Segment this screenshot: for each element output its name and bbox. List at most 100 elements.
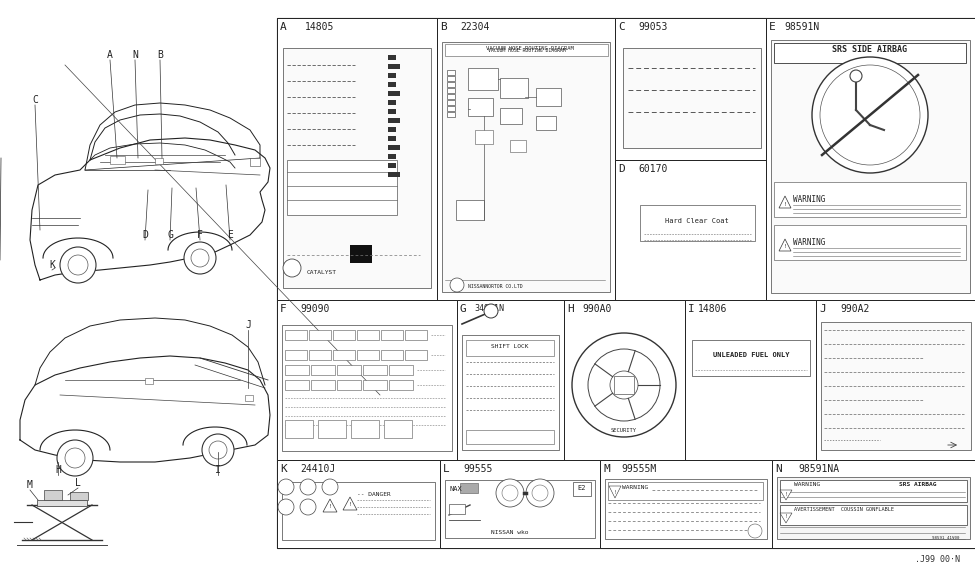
Circle shape bbox=[60, 247, 96, 283]
Bar bbox=[277, 460, 440, 548]
Bar bbox=[333, 330, 355, 340]
Bar bbox=[405, 350, 427, 360]
Bar bbox=[285, 380, 309, 390]
Bar bbox=[442, 42, 610, 292]
Bar bbox=[605, 479, 767, 539]
Bar bbox=[277, 18, 437, 300]
Circle shape bbox=[572, 333, 676, 437]
Bar bbox=[381, 330, 403, 340]
Text: G: G bbox=[460, 304, 467, 314]
Text: CATALYST: CATALYST bbox=[307, 269, 337, 275]
Circle shape bbox=[278, 479, 294, 495]
Text: C: C bbox=[32, 95, 38, 105]
Bar bbox=[245, 395, 253, 401]
Bar bbox=[468, 68, 498, 90]
Bar bbox=[389, 365, 413, 375]
Bar bbox=[462, 335, 559, 450]
Bar bbox=[388, 172, 400, 177]
Bar bbox=[447, 76, 455, 81]
Text: WARNING: WARNING bbox=[794, 482, 820, 487]
Text: 98591 41V00: 98591 41V00 bbox=[932, 536, 960, 540]
Bar bbox=[357, 350, 379, 360]
Circle shape bbox=[283, 259, 301, 277]
Text: 98591N: 98591N bbox=[784, 22, 819, 32]
Bar bbox=[363, 380, 387, 390]
Bar bbox=[466, 430, 554, 444]
Text: D: D bbox=[142, 230, 148, 240]
Bar bbox=[388, 118, 400, 123]
Circle shape bbox=[502, 485, 518, 501]
Bar bbox=[384, 420, 412, 438]
Bar bbox=[640, 205, 755, 241]
Bar bbox=[466, 340, 554, 356]
Bar bbox=[564, 300, 685, 460]
Text: L: L bbox=[443, 464, 449, 474]
Text: WARNING: WARNING bbox=[622, 485, 648, 490]
Text: K: K bbox=[49, 260, 55, 270]
Text: !: ! bbox=[613, 490, 616, 495]
Bar bbox=[285, 350, 307, 360]
Bar bbox=[337, 380, 361, 390]
Bar bbox=[456, 200, 484, 220]
Text: N: N bbox=[132, 50, 137, 60]
Bar bbox=[780, 480, 967, 502]
Bar bbox=[309, 330, 331, 340]
Bar bbox=[333, 350, 355, 360]
Text: !: ! bbox=[783, 201, 787, 207]
Bar bbox=[283, 48, 431, 288]
Text: A: A bbox=[107, 50, 113, 60]
Bar bbox=[388, 100, 396, 105]
Bar bbox=[623, 48, 761, 148]
Bar bbox=[277, 300, 457, 460]
Bar bbox=[445, 44, 608, 56]
Text: F: F bbox=[197, 230, 203, 240]
Bar bbox=[468, 98, 493, 116]
Bar bbox=[145, 378, 153, 384]
Bar bbox=[357, 330, 379, 340]
Circle shape bbox=[526, 479, 554, 507]
Bar bbox=[318, 420, 346, 438]
Bar bbox=[282, 482, 435, 540]
Circle shape bbox=[532, 485, 548, 501]
Bar bbox=[573, 482, 591, 496]
Circle shape bbox=[450, 278, 464, 292]
Bar bbox=[447, 82, 455, 87]
Bar bbox=[447, 100, 455, 105]
Bar bbox=[388, 136, 396, 141]
Text: WARNING: WARNING bbox=[793, 195, 826, 204]
Bar bbox=[311, 365, 335, 375]
Bar bbox=[600, 460, 772, 548]
Text: 99555: 99555 bbox=[463, 464, 492, 474]
Bar bbox=[389, 380, 413, 390]
Circle shape bbox=[850, 70, 862, 82]
Bar bbox=[614, 376, 634, 394]
Text: 98591NA: 98591NA bbox=[798, 464, 839, 474]
Bar bbox=[70, 492, 88, 500]
Text: VACUUM HOSE ROUTING DIAGRAM: VACUUM HOSE ROUTING DIAGRAM bbox=[488, 48, 566, 53]
Bar bbox=[447, 94, 455, 99]
Circle shape bbox=[300, 499, 316, 515]
Bar bbox=[510, 140, 526, 152]
Bar bbox=[388, 154, 396, 159]
Circle shape bbox=[57, 440, 93, 476]
Bar bbox=[460, 483, 478, 493]
Text: SRS AIRBAG: SRS AIRBAG bbox=[899, 482, 937, 487]
Circle shape bbox=[191, 249, 209, 267]
Text: C: C bbox=[618, 22, 625, 32]
Text: VACUUM HOSE ROUTING DIAGRAM: VACUUM HOSE ROUTING DIAGRAM bbox=[487, 46, 574, 51]
Circle shape bbox=[278, 499, 294, 515]
Text: E2: E2 bbox=[578, 485, 586, 491]
Bar bbox=[285, 420, 313, 438]
Bar bbox=[388, 127, 396, 132]
Text: 14805: 14805 bbox=[305, 22, 334, 32]
Bar bbox=[311, 380, 335, 390]
Text: E: E bbox=[227, 230, 233, 240]
Circle shape bbox=[610, 371, 638, 399]
Circle shape bbox=[300, 479, 316, 495]
Text: 99053: 99053 bbox=[638, 22, 667, 32]
Bar bbox=[457, 300, 564, 460]
Polygon shape bbox=[779, 239, 791, 251]
Circle shape bbox=[588, 349, 660, 421]
Circle shape bbox=[820, 65, 920, 165]
Bar bbox=[608, 482, 763, 500]
